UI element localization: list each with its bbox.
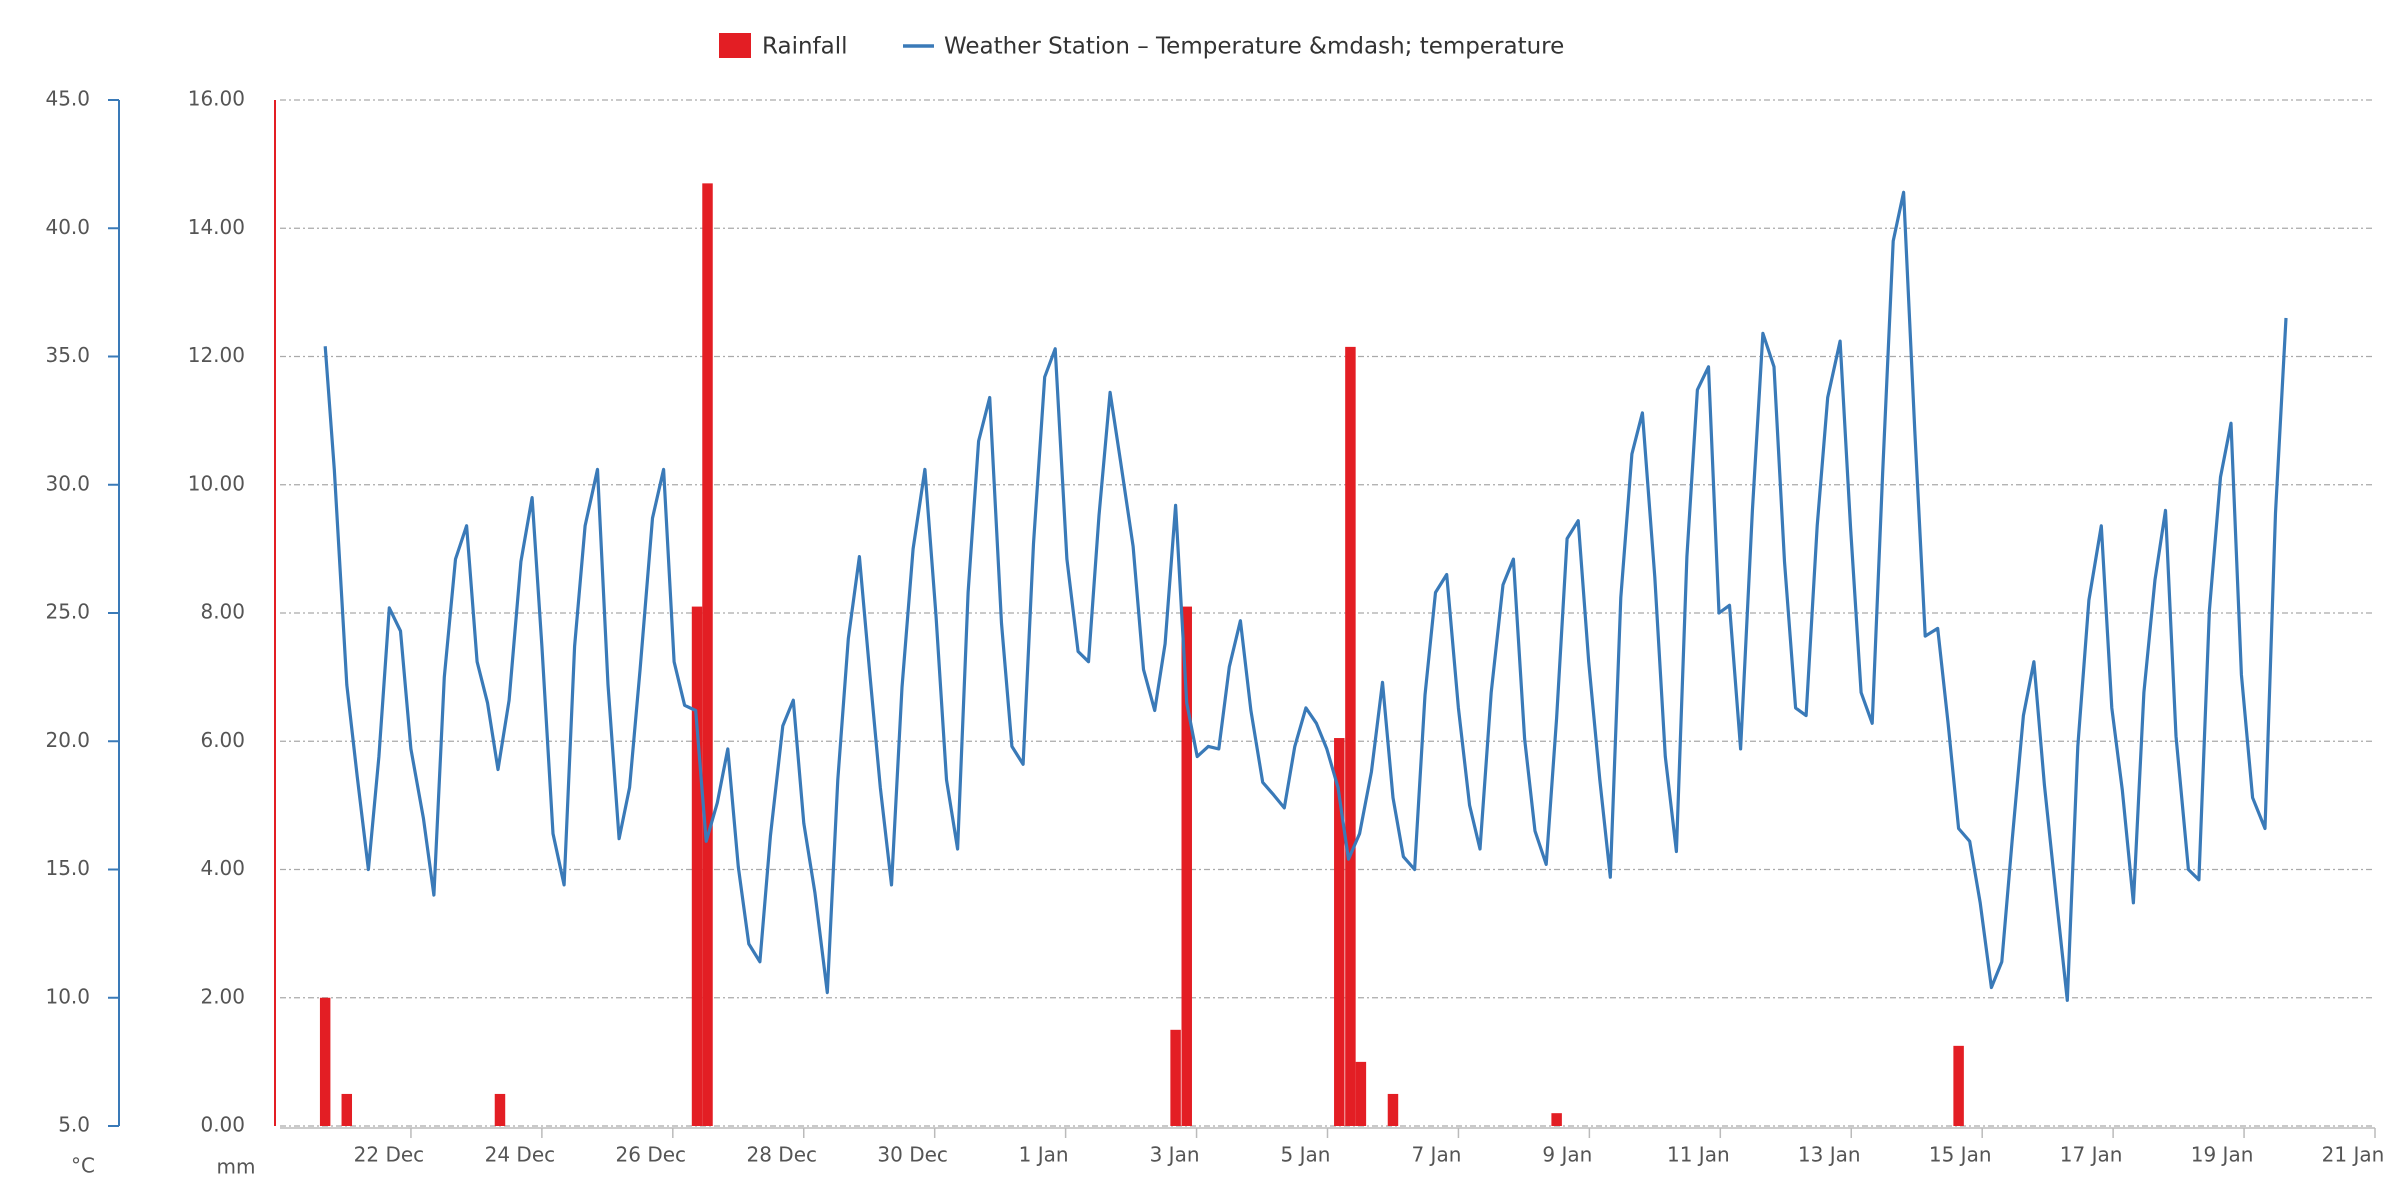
rain-bar <box>1387 1093 1399 1126</box>
x-tick-label: 11 Jan <box>1667 1143 1730 1167</box>
rain-bar <box>1345 346 1356 1127</box>
y-tick-label: 16.00 <box>188 87 245 111</box>
rain-bar <box>1355 1061 1367 1126</box>
x-tick-label: 9 Jan <box>1542 1143 1592 1167</box>
x-tick-label: 24 Dec <box>485 1143 556 1167</box>
legend-label: Weather Station – Temperature &mdash; te… <box>944 34 1564 60</box>
x-tick-label: 3 Jan <box>1150 1143 1200 1167</box>
rain-bar <box>691 606 703 1126</box>
temperature-line <box>323 190 2288 1002</box>
rain-bar <box>702 183 713 1127</box>
y2-unit: °C <box>71 1154 95 1178</box>
x-tick-label: 7 Jan <box>1411 1143 1461 1167</box>
y2-tick-label: 5.0 <box>58 1113 90 1137</box>
y-tick-label: 0.00 <box>200 1113 245 1137</box>
x-tick-label: 22 Dec <box>354 1143 425 1167</box>
x-tick-label: 5 Jan <box>1281 1143 1331 1167</box>
y-tick-label: 2.00 <box>200 984 245 1008</box>
x-tick-label: 1 Jan <box>1019 1143 1069 1167</box>
y-unit: mm <box>217 1155 256 1179</box>
x-tick-label: 17 Jan <box>2060 1143 2123 1167</box>
rain-bar <box>1953 1045 1964 1126</box>
rain-bar <box>1334 738 1345 1126</box>
y-tick-label: 12.00 <box>188 343 245 367</box>
y-tick-label: 6.00 <box>200 728 245 752</box>
y2-tick-label: 35.0 <box>45 343 90 367</box>
rain-bar <box>1181 606 1192 1126</box>
y2-tick-label: 40.0 <box>45 215 90 239</box>
y2-tick-label: 25.0 <box>45 600 90 624</box>
rain-bar <box>1170 1029 1181 1126</box>
x-tick-label: 28 Dec <box>746 1143 817 1167</box>
legend-swatch <box>719 33 751 58</box>
rain-bar <box>341 1093 353 1126</box>
y2-tick-label: 45.0 <box>45 87 90 111</box>
rain-bar <box>1551 1113 1562 1126</box>
x-tick-label: 13 Jan <box>1798 1143 1861 1167</box>
y-tick-label: 8.00 <box>200 600 245 624</box>
y-tick-label: 14.00 <box>188 215 245 239</box>
y-tick-label: 4.00 <box>200 856 245 880</box>
legend-label: Rainfall <box>762 34 848 60</box>
x-tick-label: 21 Jan <box>2322 1143 2385 1167</box>
y-tick-label: 10.00 <box>188 471 245 495</box>
x-tick-label: 15 Jan <box>1929 1143 1992 1167</box>
y2-tick-label: 10.0 <box>45 984 90 1008</box>
y2-tick-label: 20.0 <box>45 728 90 752</box>
x-tick-label: 26 Dec <box>616 1143 687 1167</box>
x-tick-label: 30 Dec <box>877 1143 948 1167</box>
rain-bar <box>494 1093 506 1126</box>
x-tick-label: 19 Jan <box>2191 1143 2254 1167</box>
y2-tick-label: 30.0 <box>45 471 90 495</box>
rain-bar <box>319 997 331 1126</box>
y2-tick-label: 15.0 <box>45 856 90 880</box>
